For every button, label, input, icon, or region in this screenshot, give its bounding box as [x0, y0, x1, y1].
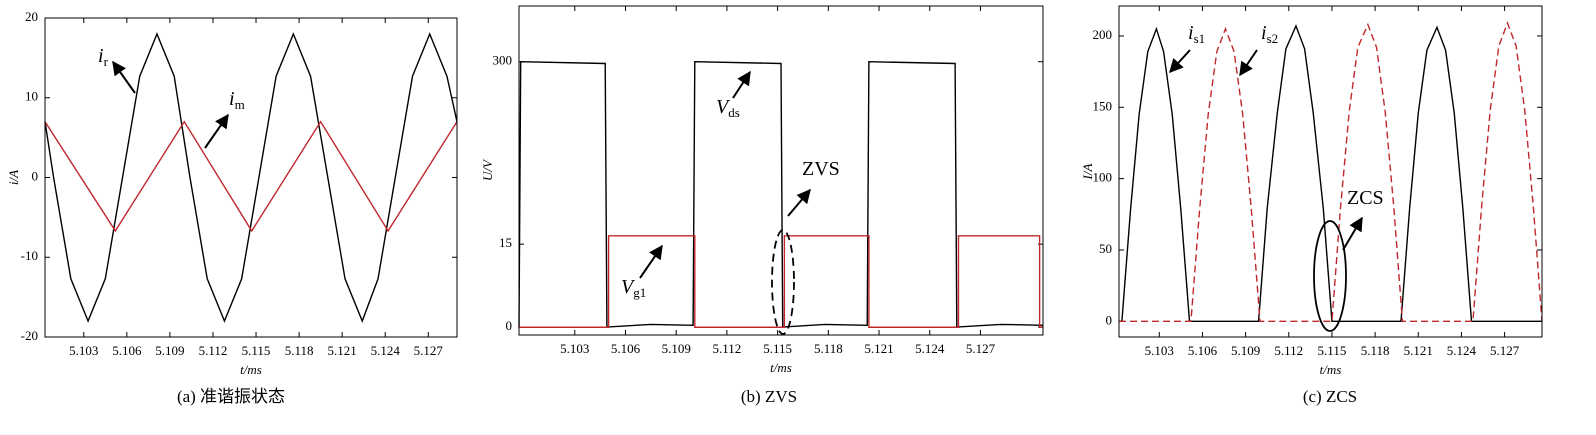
series-line	[519, 235, 1043, 328]
annotation-text: i	[1261, 22, 1267, 44]
y-axis-label: U/V	[480, 158, 495, 181]
x-tick-label: 5.103	[560, 341, 589, 356]
annotation-text: i	[229, 88, 235, 110]
x-axis-label: t/ms	[1320, 362, 1342, 377]
caption: (c) ZCS	[1303, 387, 1357, 406]
y-tick-label: 0	[1106, 312, 1113, 327]
x-tick-label: 5.124	[371, 343, 401, 358]
annotation: im	[229, 88, 245, 112]
y-tick-label: 20	[25, 9, 38, 24]
y-axis-label: I/A	[1080, 164, 1095, 181]
annotation-sub: ds	[728, 105, 740, 120]
y-axis-label: i/A	[6, 170, 21, 185]
annotation-arrow	[204, 113, 229, 149]
highlight-ellipse	[1313, 220, 1347, 332]
series-line	[1119, 24, 1542, 323]
annotation-text: ZCS	[1347, 187, 1384, 209]
annotation-text: i	[1188, 22, 1194, 44]
x-tick-label: 5.106	[611, 341, 641, 356]
annotation-arrow	[112, 60, 136, 94]
y-tick-label: 200	[1093, 27, 1113, 42]
annotation-text: V	[716, 96, 731, 118]
y-tick-label: 15	[499, 235, 512, 250]
annotation-arrow	[732, 70, 751, 99]
y-tick-label: 100	[1093, 170, 1113, 185]
plot-frame	[44, 17, 458, 338]
annotation: ZCS	[1347, 187, 1384, 209]
series-line	[44, 32, 458, 323]
annotation-arrow	[787, 188, 811, 217]
annotation-arrow	[1239, 49, 1258, 77]
caption: (a) 准谐振状态	[177, 387, 285, 406]
annotation-arrow	[1169, 49, 1191, 74]
annotation-arrow	[1342, 216, 1363, 251]
series-line	[1119, 21, 1543, 323]
x-tick-label: 5.112	[199, 343, 228, 358]
x-tick-label: 5.112	[1274, 343, 1303, 358]
x-tick-label: 5.103	[69, 343, 98, 358]
annotation-arrow	[639, 244, 663, 279]
x-tick-label: 5.118	[814, 341, 843, 356]
x-tick-label: 5.127	[414, 343, 444, 358]
x-tick-label: 5.115	[242, 343, 271, 358]
series-line	[518, 61, 1044, 328]
x-tick-label: 5.115	[1318, 343, 1347, 358]
x-tick-label: 5.115	[763, 341, 792, 356]
x-tick-label: 5.103	[1145, 343, 1174, 358]
highlight-ellipse	[771, 229, 795, 335]
annotation: is1	[1188, 22, 1205, 46]
caption: (b) ZVS	[741, 387, 797, 406]
x-tick-label: 5.118	[1361, 343, 1390, 358]
x-tick-label: 5.127	[966, 341, 996, 356]
x-tick-label: 5.109	[155, 343, 184, 358]
annotation-text: i	[98, 45, 104, 67]
x-tick-label: 5.106	[112, 343, 142, 358]
series-line	[44, 120, 458, 233]
y-tick-label: 50	[1099, 241, 1112, 256]
y-tick-label: 300	[493, 53, 513, 68]
y-tick-label: 0	[32, 168, 39, 183]
x-tick-label: 5.118	[285, 343, 314, 358]
annotation: ir	[98, 45, 109, 69]
annotation-sub: g1	[633, 285, 646, 300]
annotation-text: ZVS	[802, 158, 840, 180]
x-tick-label: 5.106	[1188, 343, 1218, 358]
x-tick-label: 5.112	[713, 341, 742, 356]
x-tick-label: 5.109	[1231, 343, 1260, 358]
annotation-sub: r	[104, 54, 109, 69]
y-tick-label: 0	[506, 318, 513, 333]
y-tick-label: -20	[21, 328, 38, 343]
annotation: ZVS	[802, 158, 840, 180]
x-tick-label: 5.124	[915, 341, 945, 356]
y-tick-label: -10	[21, 248, 38, 263]
annotation: is2	[1261, 22, 1278, 46]
annotation: Vds	[716, 96, 740, 120]
x-axis-label: t/ms	[770, 360, 792, 375]
plot-frame	[1118, 5, 1543, 338]
x-tick-label: 5.127	[1490, 343, 1520, 358]
x-tick-label: 5.124	[1447, 343, 1477, 358]
x-tick-label: 5.121	[1404, 343, 1433, 358]
y-tick-label: 150	[1093, 98, 1113, 113]
annotation-text: V	[621, 276, 636, 298]
annotation-sub: s1	[1194, 31, 1206, 46]
annotation-sub: s2	[1267, 31, 1279, 46]
plot-frame	[518, 5, 1044, 336]
annotation-sub: m	[235, 97, 245, 112]
x-tick-label: 5.121	[864, 341, 893, 356]
x-tick-label: 5.109	[662, 341, 691, 356]
x-axis-label: t/ms	[240, 362, 262, 377]
y-tick-label: 10	[25, 89, 38, 104]
x-tick-label: 5.121	[328, 343, 357, 358]
annotation: Vg1	[621, 276, 646, 300]
